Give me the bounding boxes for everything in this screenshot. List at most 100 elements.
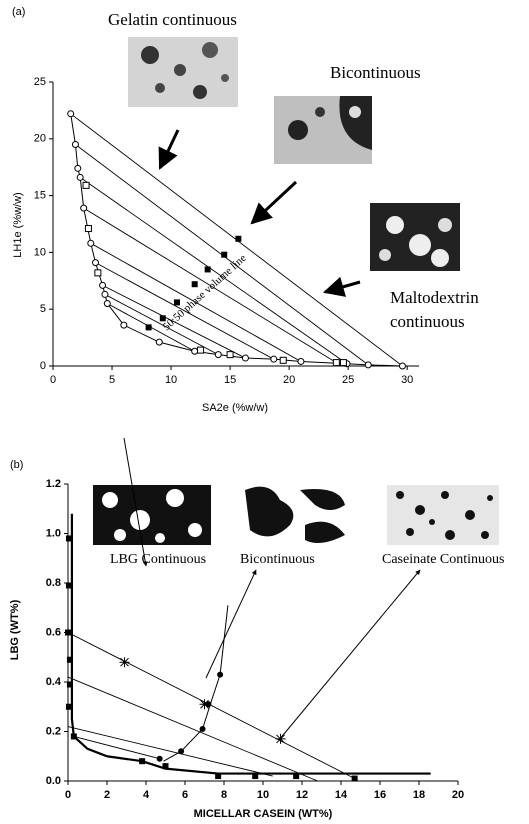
x-tick-label: 18	[413, 789, 425, 801]
x-tick-label: 5	[109, 374, 115, 386]
tie-line	[67, 726, 273, 777]
tie-line	[79, 177, 348, 365]
point	[162, 763, 169, 770]
micrograph	[387, 485, 499, 545]
annotation: Bicontinuous	[330, 63, 421, 82]
x-tick-label: 8	[221, 789, 227, 801]
tie-line	[67, 632, 355, 779]
point	[65, 535, 72, 542]
point	[74, 164, 82, 172]
y-tick-label: 0.8	[46, 577, 61, 589]
point	[139, 758, 146, 765]
y-tick-label: 15	[34, 190, 46, 202]
point	[221, 251, 228, 258]
tie-line	[73, 736, 160, 760]
y-axis-title: LBG (WT%)	[9, 599, 21, 660]
y-tick-label: 0.4	[46, 676, 62, 688]
point	[252, 773, 259, 780]
x-tick-label: 14	[335, 789, 348, 801]
point	[66, 656, 73, 663]
y-tick-label: 20	[34, 133, 46, 145]
arrow	[250, 180, 298, 225]
y-tick-label: 10	[34, 246, 46, 258]
point	[191, 347, 199, 355]
x-tick-label: 0	[50, 374, 56, 386]
point	[191, 281, 198, 288]
point	[101, 290, 109, 298]
x-tick-label: 0	[65, 789, 71, 801]
point	[156, 755, 163, 762]
tie-line	[95, 262, 274, 360]
series-line	[163, 605, 229, 762]
point	[178, 748, 185, 755]
point	[235, 235, 242, 242]
tie-line	[104, 294, 219, 356]
annotation: Bicontinuous	[240, 552, 315, 567]
point	[159, 315, 166, 322]
tie-line	[67, 676, 318, 782]
x-tick-label: 20	[283, 374, 295, 386]
point	[332, 359, 340, 367]
annotation: LBG Continuous	[110, 552, 207, 567]
x-tick-label: 2	[104, 789, 110, 801]
annotation: Maltodextrin continuous	[390, 288, 479, 331]
point	[92, 259, 100, 267]
arrow	[123, 437, 148, 567]
point	[279, 356, 287, 364]
micrograph	[274, 96, 372, 164]
point	[297, 357, 305, 365]
y-tick-label: 1.0	[46, 527, 61, 539]
point	[214, 351, 222, 359]
point	[65, 703, 72, 710]
point	[339, 359, 347, 367]
y-tick-label: 0.6	[46, 626, 61, 638]
x-axis-title: MICELLAR CASEIN (WT%)	[194, 808, 333, 820]
x-tick-label: 30	[401, 374, 413, 386]
point	[199, 726, 206, 733]
point	[65, 629, 71, 636]
x-tick-label: 12	[296, 789, 308, 801]
tie-line	[102, 284, 246, 359]
y-tick-label: 0	[40, 360, 46, 372]
point	[99, 281, 107, 289]
point	[145, 324, 152, 331]
point	[204, 266, 211, 273]
arrow	[158, 129, 180, 170]
point	[155, 338, 163, 346]
y-tick-label: 0.2	[46, 725, 61, 737]
point	[241, 354, 249, 362]
tie-line	[90, 242, 302, 362]
x-tick-label: 4	[143, 789, 150, 801]
micrograph	[93, 485, 211, 545]
panel-label: (b)	[10, 459, 23, 471]
point	[94, 269, 102, 277]
x-tick-label: 25	[342, 374, 354, 386]
y-axis-title: LH1e (%w/w)	[12, 192, 24, 257]
x-tick-label: 10	[257, 789, 269, 801]
point	[351, 775, 358, 782]
point	[119, 657, 130, 668]
point	[197, 346, 205, 354]
x-tick-label: 10	[165, 374, 177, 386]
micrograph	[238, 485, 348, 545]
y-tick-label: 1.2	[46, 478, 61, 490]
tie-line	[83, 207, 337, 363]
series-line	[70, 113, 403, 367]
point	[120, 321, 128, 329]
point	[82, 181, 90, 189]
point	[65, 582, 72, 589]
arrow	[278, 569, 421, 741]
point	[67, 110, 75, 118]
x-axis-title: SA2e (%w/w)	[202, 402, 268, 414]
point	[80, 204, 88, 212]
y-tick-label: 0.0	[46, 775, 61, 787]
point	[87, 239, 95, 247]
point	[217, 671, 224, 678]
x-tick-label: 15	[224, 374, 236, 386]
point	[70, 733, 77, 740]
point	[173, 299, 180, 306]
y-tick-label: 5	[40, 303, 46, 315]
point	[398, 362, 406, 370]
point	[226, 351, 234, 359]
